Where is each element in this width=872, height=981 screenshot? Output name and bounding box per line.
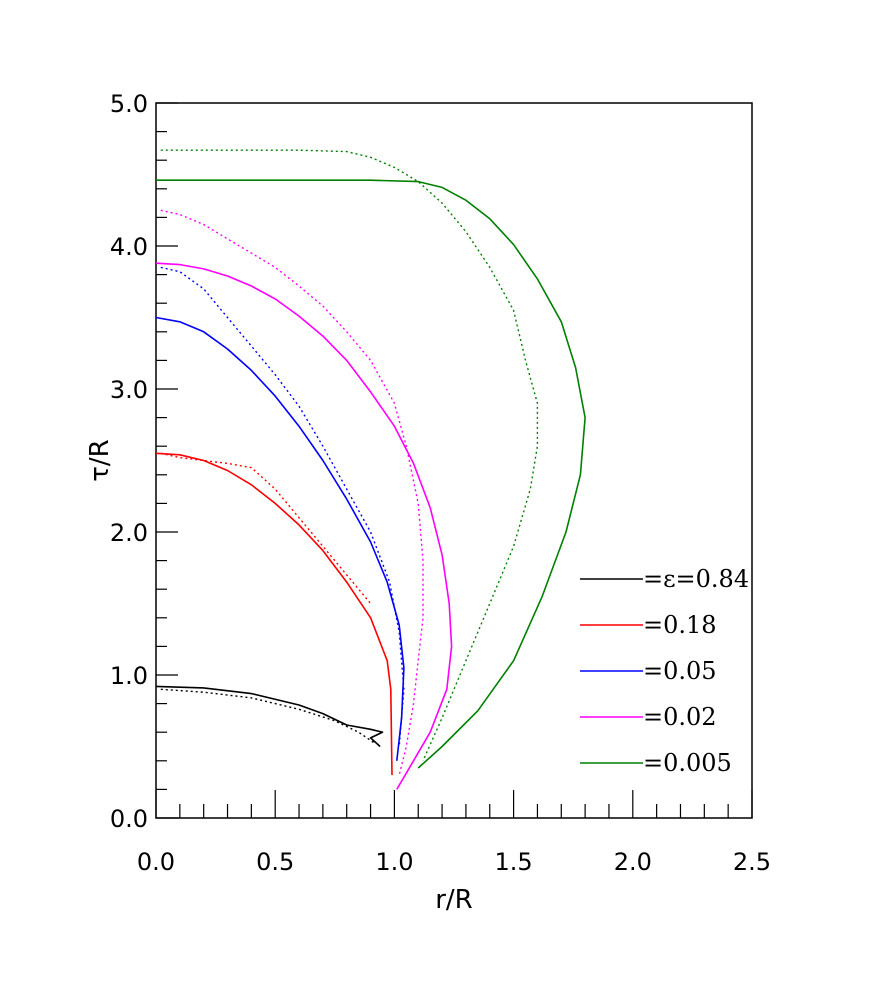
series-line-0 <box>155 685 384 748</box>
y-axis-title: τ/R <box>85 439 115 481</box>
y-tick-label: 5.0 <box>110 90 148 118</box>
x-tick-label: 0.5 <box>256 848 294 876</box>
series-line-7-dotted <box>160 209 424 776</box>
series-line-6 <box>155 262 453 790</box>
x-tick-label: 1.0 <box>375 848 413 876</box>
x-tick-label: 2.5 <box>733 848 771 876</box>
y-tick-label: 4.0 <box>110 233 148 261</box>
plot-frame <box>155 102 753 819</box>
legend: =ε=0.84 =0.18 =0.05 =0.02 =0.005 <box>580 565 749 777</box>
legend-label: =ε=0.84 <box>643 565 749 593</box>
series-line-2 <box>155 452 393 776</box>
x-tick-label: 2.0 <box>614 848 652 876</box>
x-axis-title: r/R <box>435 885 473 915</box>
y-tick-label: 3.0 <box>110 376 148 404</box>
series-line-5-dotted <box>160 266 405 747</box>
x-tick-label: 1.5 <box>495 848 533 876</box>
y-tick-label: 2.0 <box>110 519 148 547</box>
legend-label: =0.18 <box>643 611 717 639</box>
y-tick-label: 1.0 <box>110 662 148 690</box>
series-layer <box>155 149 586 790</box>
x-tick-label: 0.0 <box>137 848 175 876</box>
legend-label: =0.005 <box>643 749 732 777</box>
y-tick-label: 0.0 <box>110 805 148 833</box>
series-line-3-dotted <box>160 452 372 604</box>
plot-border <box>155 102 753 819</box>
legend-label: =0.02 <box>643 703 717 731</box>
series-line-9-dotted <box>160 149 539 762</box>
legend-label: =0.05 <box>643 657 717 685</box>
series-line-4 <box>155 316 405 761</box>
series-line-8 <box>156 179 586 769</box>
ticks-layer: 0.0 0.5 1.0 1.5 2.0 2.5 0.0 1.0 2.0 3.0 4.0 5.0 <box>110 90 771 876</box>
